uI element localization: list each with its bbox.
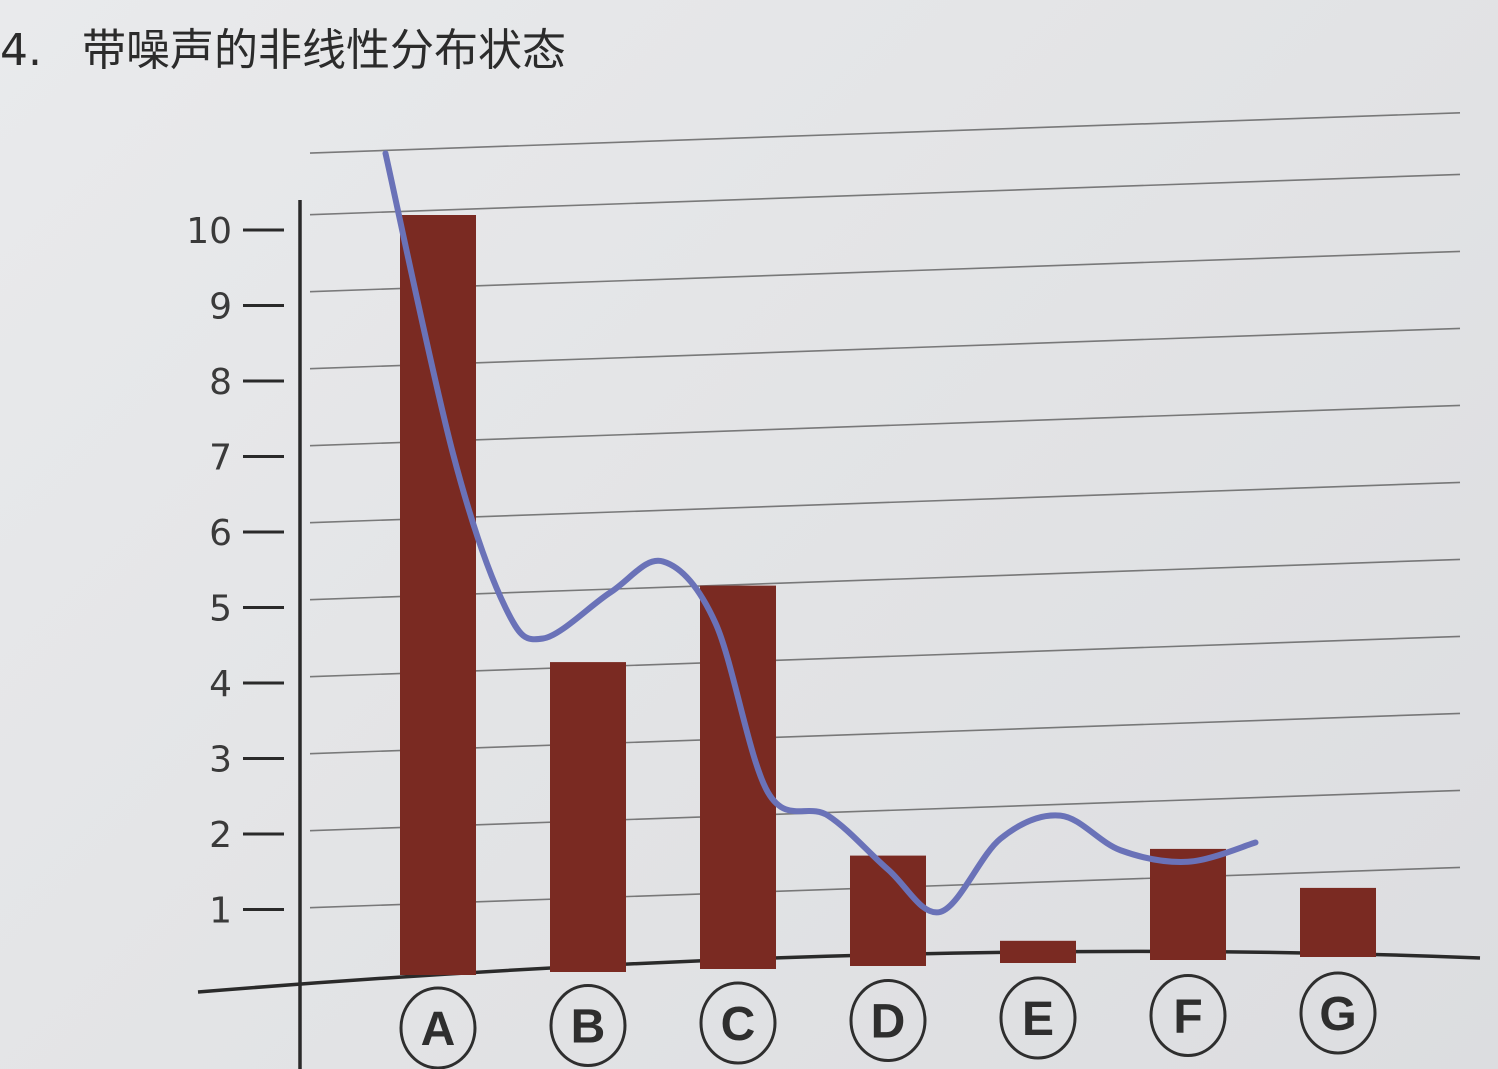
bar (700, 585, 776, 969)
grid-line (309, 250, 1461, 293)
category-label: G (1319, 988, 1356, 1041)
category-label-group: G (1299, 971, 1377, 1055)
axes (197, 200, 1481, 1069)
heading-number: 4. (0, 25, 42, 76)
grid-line (309, 173, 1461, 216)
category-circle (1299, 971, 1377, 1055)
y-tick-label: 1 (209, 891, 232, 932)
grid-line (309, 112, 1461, 154)
y-tick-label: 3 (209, 740, 232, 781)
grid-line (309, 712, 1461, 755)
y-tick-label: 8 (209, 362, 232, 403)
category-label: B (571, 1001, 606, 1054)
trend-curve-line (382, 150, 1259, 916)
y-tick-label: 10 (186, 211, 232, 252)
category-circle (699, 981, 777, 1065)
category-label: E (1022, 993, 1054, 1046)
category-label: D (871, 996, 906, 1049)
grid-line (309, 327, 1461, 370)
category-label: A (421, 1003, 456, 1056)
bar (1300, 887, 1376, 957)
y-tick-label: 4 (209, 664, 232, 705)
y-tick-label: 9 (209, 287, 232, 328)
category-label-group: D (849, 979, 927, 1062)
y-axis-ticks: 1 2 3 4 5 6 7 8 9 10 (186, 211, 284, 932)
category-circle (849, 979, 927, 1062)
category-label-group: A (399, 986, 477, 1069)
bar (1150, 848, 1226, 960)
bar (1000, 940, 1076, 963)
y-tick-label: 6 (209, 513, 232, 554)
category-label-group: C (699, 981, 777, 1065)
bar (550, 662, 626, 972)
grid-line (309, 404, 1461, 447)
category-label-group: E (999, 976, 1077, 1060)
grid-line (309, 635, 1461, 678)
category-circle (1149, 974, 1227, 1057)
bar (850, 855, 926, 966)
grid-line (309, 789, 1461, 832)
category-labels: A B C D E F G (399, 971, 1377, 1069)
trend-curve (382, 150, 1259, 916)
bars (400, 215, 1376, 975)
chart-heading: 4. 带噪声的非线性分布状态 (0, 14, 566, 78)
category-label-group: F (1149, 974, 1227, 1057)
category-label-group: B (549, 984, 627, 1067)
bar (400, 215, 476, 975)
category-label: C (721, 998, 756, 1051)
heading-title: 带噪声的非线性分布状态 (82, 25, 566, 76)
grid-line (309, 558, 1461, 601)
x-axis-line (197, 949, 1481, 994)
grid-lines (309, 112, 1461, 909)
y-tick-label: 2 (209, 815, 232, 856)
y-tick-label: 5 (209, 589, 232, 630)
grid-line (309, 481, 1461, 524)
category-circle (549, 984, 627, 1067)
category-circle (399, 986, 477, 1069)
category-circle (999, 976, 1077, 1060)
category-label: F (1173, 991, 1202, 1044)
y-tick-label: 7 (209, 438, 232, 479)
